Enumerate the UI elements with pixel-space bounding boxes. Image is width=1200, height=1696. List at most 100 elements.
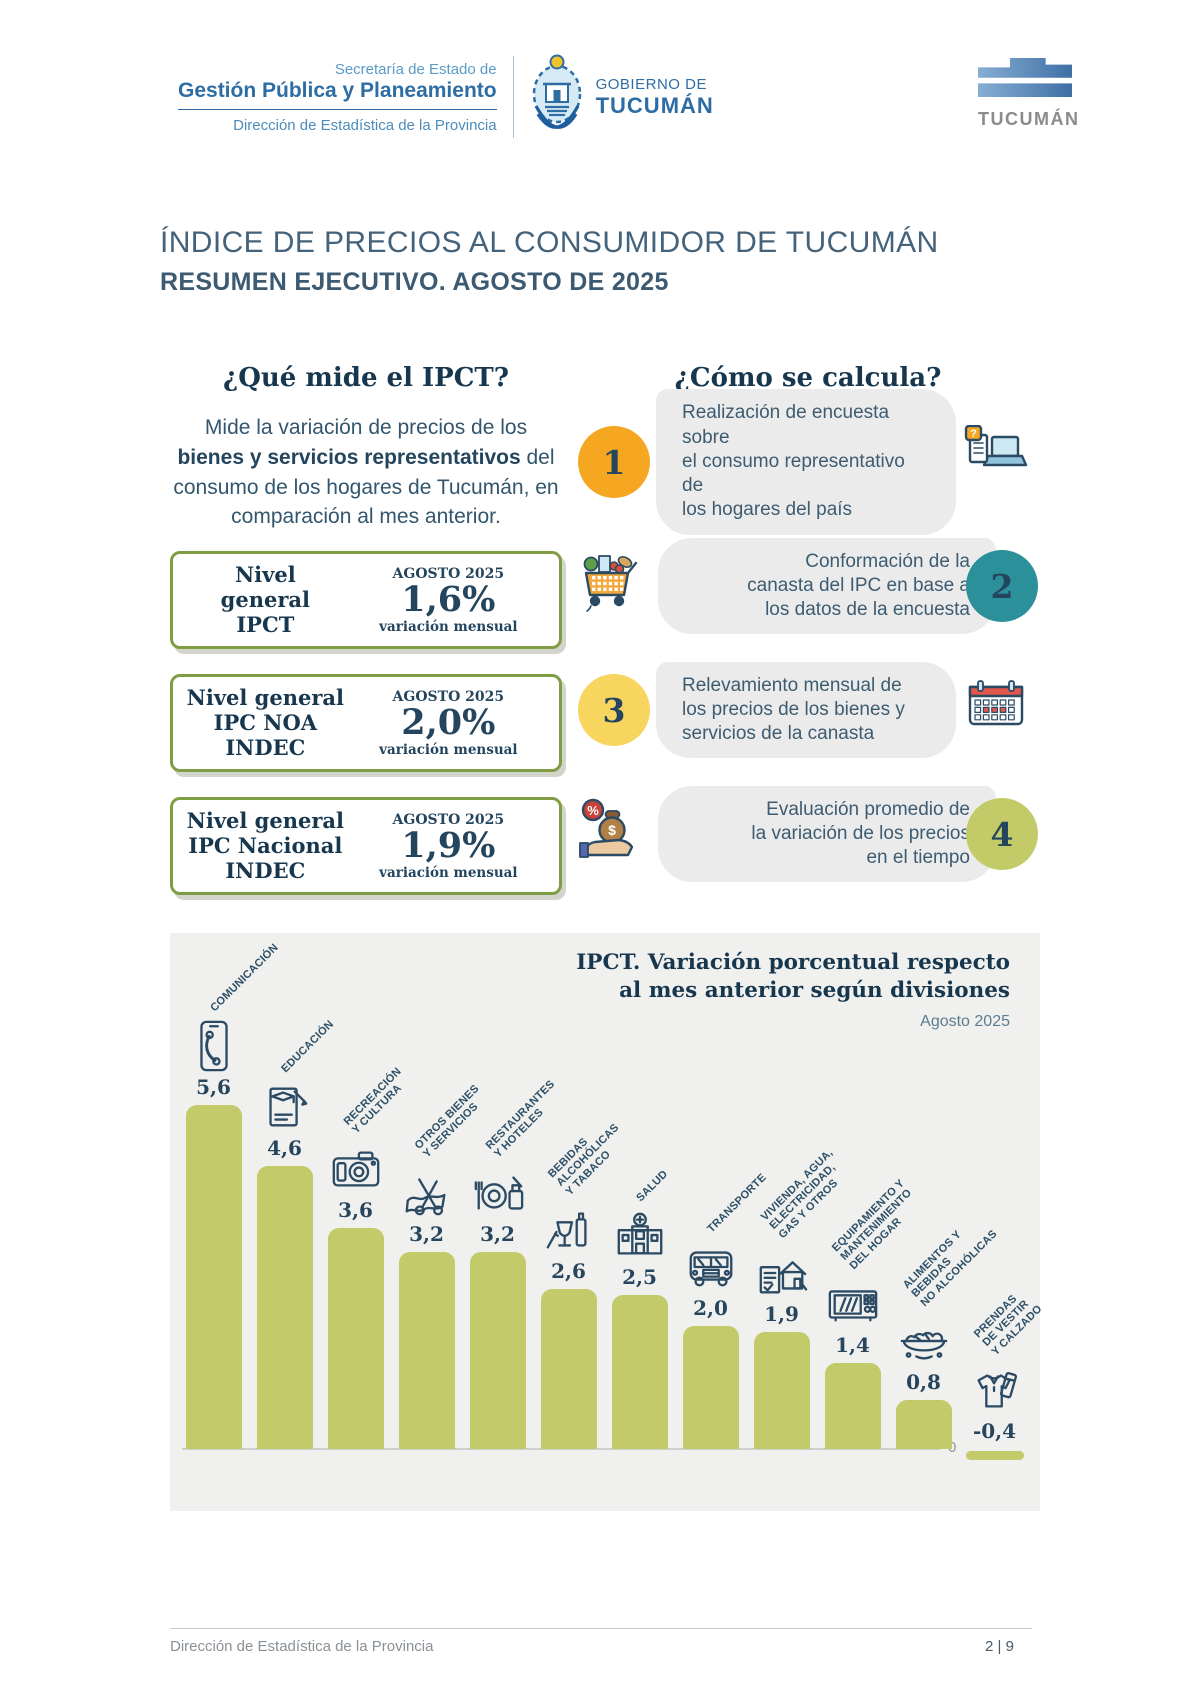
chart-bar-value: 5,6 [196, 1075, 231, 1099]
agency-line1: Secretaría de Estado de [334, 60, 497, 78]
indicator-box-figures: AGOSTO 2025 1,9% variación mensual [348, 812, 549, 881]
chart-category-label-wrap: TRANSPORTE [675, 1171, 768, 1237]
calculation-step: 1 Realización de encuesta sobre el consum… [578, 389, 1038, 535]
indicator-box-value: 1,9% [401, 824, 496, 866]
chart-category-label-line: COMUNICACIÓN [208, 941, 281, 1014]
government-logo: GOBIERNO DE TUCUMÁN [596, 76, 714, 119]
chart-bar-value: 2,6 [551, 1259, 586, 1283]
chart-category-label-line: TRANSPORTE [705, 1171, 769, 1235]
right-column: ¿Cómo se calcula? 1 Realización de encues… [578, 345, 1038, 909]
indicator-box-title-line: IPC NOA [213, 709, 318, 735]
chart-title: IPCT. Variación porcentual respecto al m… [576, 950, 1010, 1004]
indicator-box-value: 1,6% [401, 578, 496, 620]
chart-category-label: EQUIPAMIENTO Y MANTENIMIENTO DEL HOGAR [830, 1177, 925, 1272]
chart-bar-value: 3,6 [338, 1198, 373, 1222]
chart-bar-value: 2,0 [693, 1296, 728, 1320]
chart-column: BEBIDAS ALCOHÓLICAS Y TABACO 2,6 [533, 1122, 622, 1449]
left-section-heading: ¿Qué mide el IPCT? [223, 363, 509, 393]
step-description: Evaluación promedio de la variación de l… [658, 785, 996, 883]
chart-category-label-wrap: VIVIENDA, AGUA, ELECTRICIDAD, GAS Y OTROS [746, 1147, 840, 1243]
step-number-badge: 3 [578, 674, 650, 746]
indicator-box: Nivel general IPC NOA INDEC AGOSTO 2025 2,0%… [170, 674, 562, 773]
footer-page-number: 2 | 9 [985, 1638, 1014, 1655]
description-post: del consumo de los hogares de Tucumán, e… [173, 445, 559, 529]
chart-column: PRENDAS DE VESTIR Y CALZADO -0,4 [959, 1293, 1044, 1460]
description-pre: Mide la variación de precios de los [204, 416, 528, 439]
chart-column: SALUD 2,5 [604, 1168, 675, 1449]
chart-bar [753, 1332, 810, 1449]
tucuman-brand-bars-icon [978, 58, 1072, 98]
chart-bar [327, 1228, 384, 1449]
chart-category-label-wrap: RECREACIÓN Y CULTURA [320, 1066, 405, 1139]
chart-category-label-wrap: COMUNICACIÓN [178, 941, 280, 1016]
survey-laptop-icon: ? [964, 424, 1038, 499]
chart-bar-value: 3,2 [409, 1222, 444, 1246]
indicator-box-period: AGOSTO 2025 [392, 688, 505, 705]
chart-column: RECREACIÓN Y CULTURA 3,6 [320, 1066, 405, 1449]
svg-text:%: % [587, 803, 599, 818]
chart-bar [540, 1289, 597, 1449]
chart-category-label: VIVIENDA, AGUA, ELECTRICIDAD, GAS Y OTROS [759, 1147, 853, 1241]
indicator-box-title-line: general [220, 586, 310, 612]
step-number-badge: 1 [578, 426, 650, 498]
chart-category-label-line: RESTAURANTES [483, 1078, 558, 1153]
indicator-box-title-line: INDEC [225, 857, 306, 883]
chart-category-label-wrap: EDUCACIÓN [249, 1018, 336, 1077]
phone-icon [187, 1019, 241, 1073]
chart-bar [398, 1252, 455, 1449]
chart-bar-value: 3,2 [480, 1222, 515, 1246]
health-icon [613, 1209, 667, 1263]
header: Secretaría de Estado de Gestión Pública … [178, 52, 714, 142]
header-vertical-divider [512, 56, 514, 138]
brand-logo-text: TUCUMÁN [978, 109, 1080, 130]
indicator-box-title-line: Nivel [234, 562, 296, 588]
indicator-box: Nivel general IPCT AGOSTO 2025 1,6% variación… [170, 551, 562, 650]
chart-category-label: ALIMENTOS Y BEBIDAS NO ALCOHÓLICAS [901, 1210, 1000, 1309]
chart-baseline-axis [182, 1448, 940, 1450]
chart-category-label: RECREACIÓN Y CULTURA [342, 1066, 413, 1137]
indicator-box-figures: AGOSTO 2025 2,0% variación mensual [348, 689, 549, 758]
ipct-description: Mide la variación de precios de los bien… [170, 413, 562, 532]
chart-bar-value: 4,6 [267, 1136, 302, 1160]
government-line2: TUCUMÁN [595, 92, 714, 118]
chart-category-label-wrap: SALUD [604, 1168, 675, 1206]
chart-column: OTROS BIENES Y SERVICIOS 3,2 [391, 1083, 482, 1449]
chart-bar [895, 1400, 952, 1449]
shopping-cart-icon [578, 549, 652, 623]
indicator-box-title-line: INDEC [225, 734, 306, 760]
chart-category-label-wrap: EQUIPAMIENTO Y MANTENIMIENTO DEL HOGAR [817, 1177, 915, 1274]
step-number-badge: 2 [966, 550, 1038, 622]
chart-column: ALIMENTOS Y BEBIDAS NO ALCOHÓLICAS 0,8 [888, 1228, 999, 1449]
chart-category-label-wrap: RESTAURANTES Y HOTELES [462, 1079, 558, 1163]
chart-column: TRANSPORTE 2,0 [675, 1171, 769, 1449]
tucuman-crest-icon [528, 52, 586, 142]
indicator-box-title-line: IPCT [236, 611, 295, 637]
indicator-box-note: variación mensual [379, 618, 518, 635]
sewing-icon [400, 1166, 454, 1220]
indicator-boxes: Nivel general IPCT AGOSTO 2025 1,6% variación… [170, 551, 562, 896]
left-column: ¿Qué mide el IPCT? Mide la variación de … [170, 345, 562, 896]
indicator-box: Nivel general IPC Nacional INDEC AGOSTO 202… [170, 797, 562, 896]
chart-header: IPCT. Variación porcentual respecto al m… [570, 949, 1010, 1031]
chart-category-label: OTROS BIENES Y SERVICIOS [413, 1083, 491, 1161]
svg-text:?: ? [970, 428, 977, 440]
calculation-step: % $ Evaluación promedio de la variación … [578, 785, 1038, 883]
chart-bar [824, 1363, 881, 1449]
indicator-box-title: Nivel general IPCT [183, 562, 348, 637]
page-title: ÍNDICE DE PRECIOS AL CONSUMIDOR DE TUCUM… [160, 226, 939, 259]
chart-zero-label: 0 [948, 1439, 957, 1456]
chart-category-label-wrap: ALIMENTOS Y BEBIDAS NO ALCOHÓLICAS [888, 1228, 999, 1311]
microwave-icon [826, 1277, 880, 1331]
calculation-steps: 1 Realización de encuesta sobre el consum… [578, 389, 1038, 883]
indicator-box-value: 2,0% [401, 701, 496, 743]
indicator-box-title: Nivel general IPC NOA INDEC [183, 685, 348, 760]
chart-category-label-line: SALUD [634, 1167, 671, 1204]
step-description: Relevamiento mensual de los precios de l… [656, 661, 956, 759]
clothing-icon [968, 1363, 1022, 1417]
chart-category-label: BEBIDAS ALCOHÓLICAS Y TABACO [546, 1113, 631, 1198]
chart-category-label: EDUCACIÓN [279, 1018, 336, 1075]
drinks-icon [542, 1203, 596, 1257]
calculation-step: Conformación de la canasta del IPC en ba… [578, 537, 1038, 635]
footer-divider [170, 1628, 1032, 1629]
chart-category-label-wrap: BEBIDAS ALCOHÓLICAS Y TABACO [533, 1122, 622, 1200]
